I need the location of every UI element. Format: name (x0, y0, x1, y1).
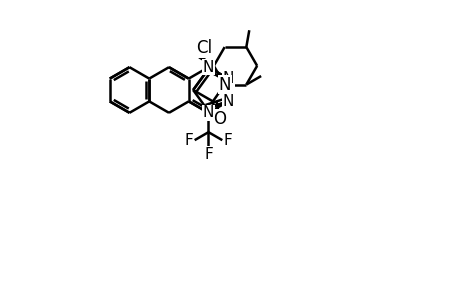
Text: N: N (202, 60, 214, 75)
Text: Cl: Cl (195, 39, 212, 57)
Text: F: F (204, 147, 213, 162)
Text: F: F (185, 133, 193, 148)
Text: O: O (213, 110, 226, 128)
Text: N: N (202, 105, 214, 120)
Text: N: N (218, 76, 230, 94)
Text: N: N (222, 71, 234, 86)
Text: F: F (223, 133, 232, 148)
Text: N: N (222, 94, 234, 109)
